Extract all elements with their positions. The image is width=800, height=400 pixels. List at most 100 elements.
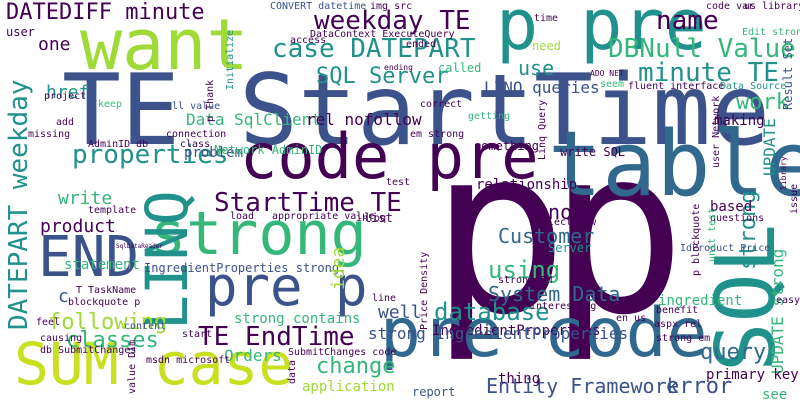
word-statement: statement: [64, 257, 140, 273]
word-report: report: [412, 385, 456, 399]
word-sqldatareader: SqlDataReader: [116, 243, 163, 250]
word-customer: Customer: [498, 224, 595, 248]
word-unit-test: unit test: [707, 207, 718, 262]
word-p-pre: p pre: [496, 0, 707, 66]
word-line: line: [372, 293, 397, 304]
word-use: use: [518, 56, 555, 80]
word-ingredient: ingredient: [658, 293, 743, 309]
word-strong-contains: strong contains: [234, 311, 361, 327]
word-need: need: [532, 39, 561, 53]
word-us-library: us library: [744, 1, 800, 12]
word-start: start: [182, 329, 213, 340]
word-te-starttime: TE StartTime: [62, 54, 771, 168]
word-p-blockquote: p blockquote: [691, 203, 702, 276]
word-select-new: select new: [536, 217, 597, 228]
word-database: database: [434, 298, 550, 326]
word-user-network: user Network: [711, 95, 722, 168]
word-submitchanges-code: SubmitChanges code: [288, 347, 397, 358]
word-following: following: [48, 310, 168, 335]
word-feel: feel: [36, 317, 61, 328]
word-connection: connection: [166, 129, 227, 140]
word-user: user: [6, 25, 35, 39]
word-linq-queries: LINQ queries: [484, 78, 600, 97]
word-want: want: [80, 4, 249, 86]
word-dbnull-value: DBNull Value: [608, 34, 796, 64]
word-strong-1: strong: [150, 199, 367, 269]
word-causing: causing: [40, 333, 83, 344]
word-pre-p: pre p: [205, 255, 368, 318]
word-name: name: [656, 6, 719, 36]
word-questions: questions: [710, 213, 765, 224]
word-list: list: [364, 211, 393, 225]
word-strong-em-small: strong em: [656, 333, 711, 344]
word-write: write: [58, 188, 113, 209]
word-time: time: [534, 13, 559, 24]
word-datacontext-executequery: DataContext ExecuteQuery: [310, 29, 455, 40]
word-data-source: Data Source: [720, 81, 787, 92]
word-making: making: [714, 113, 765, 129]
word-convert-datetime: CONVERT datetime: [270, 1, 367, 12]
word-load: load: [230, 211, 255, 222]
word-well: well: [378, 302, 422, 323]
word-content: content: [124, 321, 167, 332]
word-issue: issue: [789, 183, 800, 214]
word-msdn-microsoft: msdn microsoft: [146, 355, 231, 366]
word-ingredientproperties: IngredientProperties: [432, 323, 601, 339]
word-ado-net: ADO NET: [590, 69, 624, 78]
word-thing: thing: [498, 371, 541, 387]
word-result-set: Result Set: [781, 37, 795, 110]
word-code-var: code var: [706, 1, 755, 12]
word-initialize: Initialize: [225, 29, 236, 90]
word-rel-nofollow: rel nofollow: [306, 110, 422, 129]
word-network-adminid: Network AdminID: [214, 143, 323, 157]
word-know: know: [536, 200, 585, 224]
word-work: work: [736, 90, 789, 115]
word-test: test: [386, 177, 411, 188]
word-getting: getting: [468, 111, 511, 122]
word-datepart-weekday: DATEPART weekday: [4, 79, 34, 330]
word-minute-te: minute TE: [638, 58, 779, 88]
word-query: query: [700, 340, 767, 365]
word-orders: Orders: [224, 346, 282, 365]
word-linq-query: Linq Query: [537, 99, 548, 160]
word-code-pre: code pre: [240, 120, 539, 193]
word-data: data: [287, 359, 298, 384]
word-classes: classes: [66, 328, 159, 353]
word-infoq: infoq: [356, 213, 387, 224]
word-using: using: [488, 256, 561, 284]
word-p-big: p: [430, 99, 569, 366]
word-project: project: [44, 91, 87, 102]
word-fluent-interface: fluent interface: [628, 81, 725, 92]
word-missing: missing: [28, 129, 71, 140]
word-db-submitchanges: db SubmitChanges: [40, 345, 137, 356]
word-error: error: [666, 374, 733, 399]
word-primary-key: primary key: [706, 367, 799, 383]
word-ending: ending: [384, 63, 413, 72]
word-strong-ingredientproperties: strong IngredientProperties: [368, 324, 629, 343]
word-see: see: [762, 387, 788, 400]
word-entity-framework: Entity Framework: [486, 374, 679, 398]
word-en-us: en us: [616, 313, 647, 324]
word-price-density: Price Density: [419, 251, 430, 330]
word-write-sql: write SQL: [560, 145, 626, 159]
word-weekday-te: weekday TE: [314, 6, 471, 36]
word-edit-strong: Edit strong: [742, 27, 800, 38]
word-appropriate-value: appropriate value: [272, 211, 375, 222]
word-sql-server: SQL Server: [316, 64, 449, 89]
word-application: application: [302, 379, 395, 395]
word-idea: idea: [328, 246, 349, 290]
word-aspx-rel: aspx rel: [654, 319, 703, 330]
word-ended: ended: [406, 39, 437, 50]
word-problem: problem: [184, 145, 244, 161]
word-change: change: [316, 354, 396, 379]
word-correct: correct: [420, 99, 463, 110]
word-library: library: [779, 156, 788, 190]
word-one: one: [38, 34, 71, 55]
word-pre-code: pre code: [380, 294, 708, 373]
word-server: Server: [548, 241, 592, 255]
word-te-endtime: TE EndTime: [198, 322, 355, 352]
word-relationship: relationship: [476, 177, 578, 193]
word-datediff-minute: DATEDIFF minute: [6, 0, 205, 25]
word-data-sqlclient: Data SqlClient: [186, 110, 321, 129]
